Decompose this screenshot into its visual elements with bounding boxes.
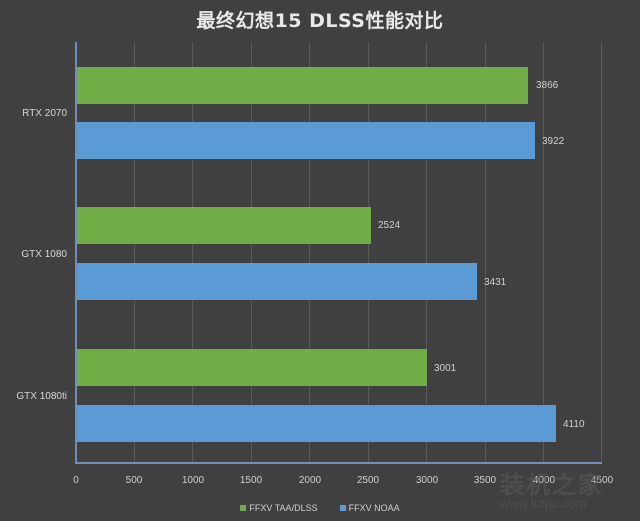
legend-swatch-green-icon xyxy=(240,505,247,511)
x-tick-label: 1000 xyxy=(181,475,205,486)
data-label: 2524 xyxy=(378,220,401,231)
bar-gtx1080-taa xyxy=(76,207,371,244)
legend-item-taa: FFXV TAA/DLSS xyxy=(240,503,318,513)
x-tick-label: 3500 xyxy=(473,475,497,486)
category-label: GTX 1080ti xyxy=(16,391,67,402)
gridline xyxy=(601,42,602,463)
gridline xyxy=(192,42,193,463)
bar-rtx2070-taa xyxy=(76,67,528,104)
gridline xyxy=(367,42,369,463)
legend-item-noaa: FFXV NOAA xyxy=(339,503,400,513)
bar-gtx1080ti-taa xyxy=(76,349,427,386)
data-label: 3866 xyxy=(536,80,559,91)
x-tick-label: 3000 xyxy=(415,475,439,486)
data-label: 3922 xyxy=(542,136,565,147)
x-axis xyxy=(75,462,602,464)
x-tick-label: 2000 xyxy=(298,475,322,486)
x-tick-label: 1500 xyxy=(239,475,263,486)
watermark-text: 装机之家 xyxy=(500,472,604,499)
x-tick-label: 500 xyxy=(125,475,143,486)
plot-area xyxy=(75,42,602,464)
gridline xyxy=(543,42,544,463)
legend: FFXV TAA/DLSS FFXV NOAA xyxy=(0,503,640,513)
x-tick-label: 4000 xyxy=(532,475,556,486)
legend-label: FFXV NOAA xyxy=(348,503,400,513)
chart-title: 最终幻想15 DLSS性能对比 xyxy=(196,10,444,32)
gridline xyxy=(133,42,135,463)
gridline xyxy=(426,42,427,463)
x-tick-label: 0 xyxy=(73,475,79,486)
gridline xyxy=(250,42,252,463)
bar-gtx1080-noaa xyxy=(76,263,477,300)
bar-gtx1080ti-noaa xyxy=(76,405,556,442)
data-label: 3431 xyxy=(484,277,507,288)
x-tick-label: 4500 xyxy=(590,475,614,486)
watermark-url: www.lotpc.com xyxy=(500,496,587,511)
watermark: 装机之家 www.lotpc.com xyxy=(470,465,604,511)
legend-swatch-blue-icon xyxy=(339,505,346,511)
y-axis xyxy=(75,42,77,463)
legend-label: FFXV TAA/DLSS xyxy=(249,503,318,513)
data-label: 4110 xyxy=(563,419,585,430)
data-label: 3001 xyxy=(434,363,457,374)
bar-rtx2070-noaa xyxy=(76,122,535,159)
gridline xyxy=(309,42,310,463)
gridline xyxy=(484,42,486,463)
x-tick-label: 2500 xyxy=(356,475,380,486)
category-label: GTX 1080 xyxy=(21,249,67,260)
category-label: RTX 2070 xyxy=(22,108,67,119)
